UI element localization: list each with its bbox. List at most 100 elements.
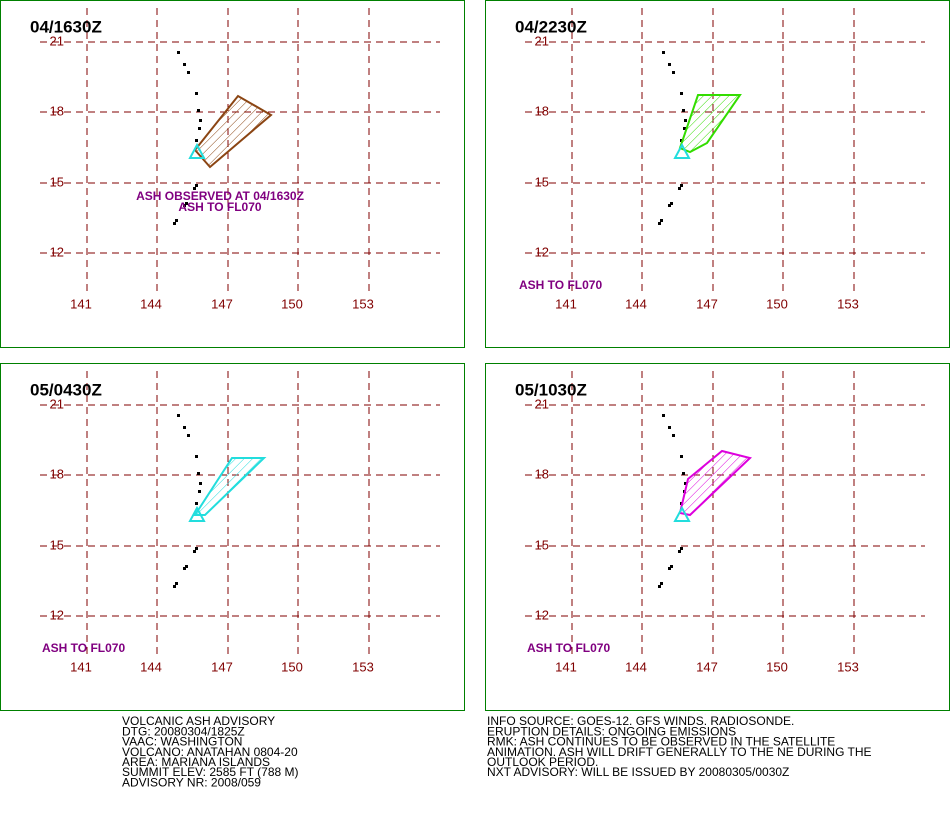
island xyxy=(684,482,687,485)
island xyxy=(175,582,178,585)
advisory-line: SUMMIT ELEV: 2585 FT (788 M) xyxy=(122,765,299,779)
island xyxy=(197,472,200,475)
lon-label: 144 xyxy=(140,296,162,311)
panel-title: 05/0430Z xyxy=(30,380,102,399)
lat-label: 21 xyxy=(50,33,64,48)
map-panel: 21 18 15 12 141 144 147 150 153 04/2230Z ASH TO FL… xyxy=(485,0,950,348)
island xyxy=(668,63,671,66)
island xyxy=(197,109,200,112)
lat-label: 12 xyxy=(50,607,64,622)
lon-label: 147 xyxy=(696,296,718,311)
island xyxy=(684,119,687,122)
lat-label: 15 xyxy=(50,174,64,189)
panel-frame xyxy=(485,363,950,711)
lat-label: 18 xyxy=(50,466,64,481)
island xyxy=(668,426,671,429)
island xyxy=(195,92,198,95)
lon-label: 147 xyxy=(211,296,233,311)
lat-label: 18 xyxy=(50,103,64,118)
volcano xyxy=(188,142,206,159)
island xyxy=(658,222,661,225)
island xyxy=(680,547,683,550)
lon-label: 141 xyxy=(70,659,92,674)
lon-label: 141 xyxy=(70,296,92,311)
island xyxy=(668,567,671,570)
lat-label: 15 xyxy=(535,537,549,552)
island xyxy=(187,71,190,74)
map-panel: 21 18 15 12 141 144 147 150 153 05/1030Z ASH TO FL… xyxy=(485,363,950,711)
island xyxy=(680,92,683,95)
lon-label: 144 xyxy=(625,659,647,674)
island xyxy=(672,71,675,74)
ash-area xyxy=(678,449,753,517)
panel-frame xyxy=(0,0,465,348)
island xyxy=(660,219,663,222)
island xyxy=(682,472,685,475)
island xyxy=(183,567,186,570)
island xyxy=(199,119,202,122)
island xyxy=(198,490,201,493)
lon-label: 150 xyxy=(281,659,303,674)
island xyxy=(193,187,196,190)
island xyxy=(183,63,186,66)
lat-label: 21 xyxy=(535,33,549,48)
volcano xyxy=(673,505,691,522)
island xyxy=(670,202,673,205)
lon-label: 153 xyxy=(352,659,374,674)
island xyxy=(173,222,176,225)
lat-label: 18 xyxy=(535,466,549,481)
lat-label: 21 xyxy=(50,396,64,411)
ash-note: ASH OBSERVED AT 04/1630Z xyxy=(136,189,304,203)
advisory-line: AREA: MARIANA ISLANDS xyxy=(122,755,270,769)
island xyxy=(662,51,665,54)
panel-title: 04/1630Z xyxy=(30,17,102,36)
lon-label: 141 xyxy=(555,296,577,311)
ash-note: ASH TO FL070 xyxy=(178,200,261,214)
island xyxy=(662,414,665,417)
advisory-line: VOLCANIC ASH ADVISORY xyxy=(122,714,275,728)
ash-note: ASH TO FL070 xyxy=(519,278,602,292)
island xyxy=(683,127,686,130)
island xyxy=(183,426,186,429)
ash-note: ASH TO FL070 xyxy=(42,641,125,655)
lat-label: 15 xyxy=(50,537,64,552)
ash-area xyxy=(193,94,273,169)
advisory-line: VAAC: WASHINGTON xyxy=(122,735,242,749)
advisory-line: ADVISORY NR: 2008/059 xyxy=(122,775,261,789)
panel-frame xyxy=(0,363,465,711)
island xyxy=(682,109,685,112)
map-panel: 21 18 15 12 141 144 147 150 153 05/0430Z ASH TO FL… xyxy=(0,363,465,711)
island xyxy=(177,51,180,54)
advisory-line: ERUPTION DETAILS: ONGOING EMISSIONS xyxy=(487,724,736,738)
island xyxy=(199,482,202,485)
island xyxy=(185,202,188,205)
island xyxy=(195,547,198,550)
volcano xyxy=(673,142,691,159)
island xyxy=(195,139,198,142)
island xyxy=(187,434,190,437)
island xyxy=(680,455,683,458)
map-panel: 21 18 15 12 141 144 147 150 153 04/1630Z ASH OBSER… xyxy=(0,0,465,348)
advisory-line: OUTLOOK PERIOD. xyxy=(487,755,598,769)
lon-label: 150 xyxy=(281,296,303,311)
lon-label: 147 xyxy=(696,659,718,674)
island xyxy=(195,502,198,505)
island xyxy=(678,187,681,190)
ash-note: ASH TO FL070 xyxy=(527,641,610,655)
panel-title: 04/2230Z xyxy=(515,17,587,36)
island xyxy=(658,585,661,588)
advisory-line: ANIMATION. ASH WILL DRIFT GENERALLY TO T… xyxy=(487,745,872,759)
ash-area xyxy=(678,94,742,154)
panel-title: 05/1030Z xyxy=(515,380,587,399)
lon-label: 144 xyxy=(625,296,647,311)
lat-label: 21 xyxy=(535,396,549,411)
island xyxy=(678,550,681,553)
lat-label: 15 xyxy=(535,174,549,189)
island xyxy=(672,434,675,437)
island xyxy=(660,582,663,585)
panel-frame xyxy=(485,0,950,348)
lon-label: 153 xyxy=(837,659,859,674)
island xyxy=(198,127,201,130)
island xyxy=(193,550,196,553)
advisory-line: RMK: ASH CONTINUES TO BE OBSERVED IN THE… xyxy=(487,735,835,749)
